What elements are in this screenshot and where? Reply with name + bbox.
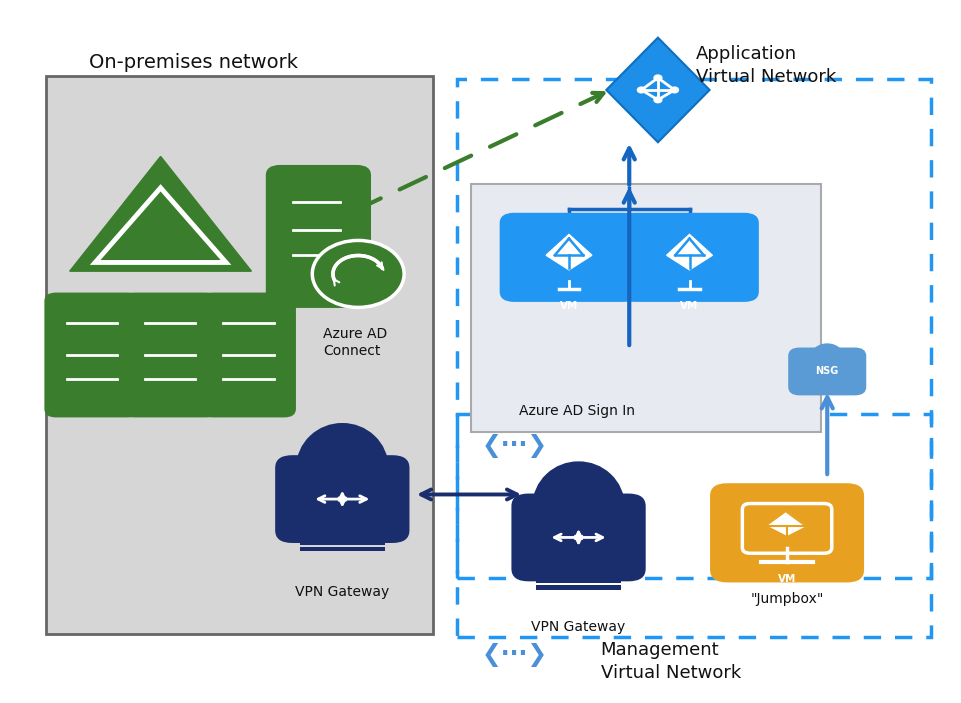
Bar <box>535 586 621 590</box>
Text: VM: VM <box>559 300 578 311</box>
FancyBboxPatch shape <box>265 165 371 308</box>
Bar <box>471 184 820 432</box>
Text: ❮···❯: ❮···❯ <box>480 643 547 667</box>
Text: Management
Virtual Network: Management Virtual Network <box>600 641 740 683</box>
Circle shape <box>312 240 404 307</box>
FancyBboxPatch shape <box>709 483 863 583</box>
Text: VPN Gateway: VPN Gateway <box>295 585 389 599</box>
Text: NSG: NSG <box>815 366 838 376</box>
FancyBboxPatch shape <box>620 213 758 302</box>
Circle shape <box>670 87 678 93</box>
FancyBboxPatch shape <box>275 455 409 543</box>
Text: Azure AD Sign In: Azure AD Sign In <box>518 404 634 418</box>
Bar <box>535 579 621 583</box>
FancyBboxPatch shape <box>201 292 296 418</box>
FancyBboxPatch shape <box>499 213 638 302</box>
Bar <box>336 531 348 541</box>
Text: VPN Gateway: VPN Gateway <box>530 620 625 634</box>
Circle shape <box>637 87 645 93</box>
Bar <box>456 79 929 578</box>
Text: Azure AD
Connect: Azure AD Connect <box>323 327 387 359</box>
Polygon shape <box>768 512 804 535</box>
Text: VM: VM <box>679 300 698 311</box>
Bar <box>300 547 384 551</box>
Bar <box>300 541 384 545</box>
Circle shape <box>653 75 661 81</box>
Polygon shape <box>811 344 842 356</box>
FancyBboxPatch shape <box>123 292 217 418</box>
Text: Application
Virtual Network: Application Virtual Network <box>696 45 835 86</box>
FancyBboxPatch shape <box>511 494 645 581</box>
Circle shape <box>653 97 661 103</box>
Polygon shape <box>69 157 251 271</box>
Text: On-premises network: On-premises network <box>88 53 298 72</box>
Polygon shape <box>318 445 366 467</box>
Bar <box>572 569 584 579</box>
FancyBboxPatch shape <box>44 292 139 418</box>
FancyBboxPatch shape <box>787 347 865 395</box>
Polygon shape <box>554 484 602 506</box>
Bar <box>456 414 929 638</box>
Text: VM: VM <box>777 574 796 584</box>
Polygon shape <box>666 234 712 270</box>
Text: ❮···❯: ❮···❯ <box>480 434 547 458</box>
Bar <box>46 76 432 634</box>
Text: "Jumpbox": "Jumpbox" <box>750 592 823 606</box>
Polygon shape <box>546 234 591 270</box>
Polygon shape <box>605 38 709 142</box>
